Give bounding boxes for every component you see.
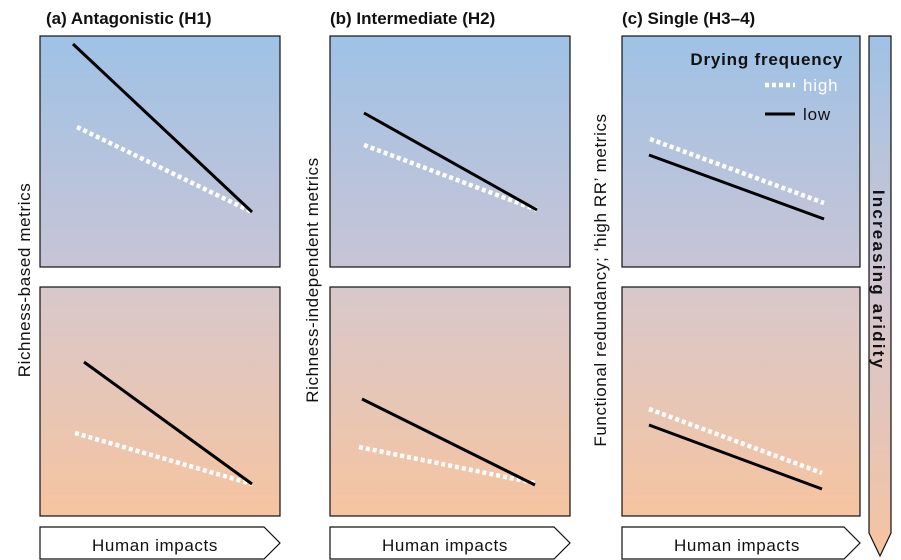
panel-title-c: (c) Single (H3–4): [622, 9, 755, 28]
aridity-label: Increasing aridity: [869, 190, 888, 370]
human-impacts-arrow-b: [329, 526, 571, 560]
panel-title-a: (a) Antagonistic (H1): [46, 9, 212, 28]
line-high-a-bottom: [74, 430, 253, 487]
human-impacts-label-a: Human impacts: [92, 536, 218, 555]
line-low-b-top: [363, 111, 538, 212]
panel-a-top: [39, 35, 281, 268]
human-impacts-arrow-c: [621, 526, 861, 560]
human-impacts-label-b: Human impacts: [382, 536, 508, 555]
human-impacts-arrow-a: [39, 526, 281, 560]
aridity-arrow: [868, 35, 892, 558]
line-low-a-top: [71, 42, 254, 214]
y-label-richness-independent: Richness-independent metrics: [303, 157, 322, 402]
legend-title: Drying frequency: [690, 50, 843, 69]
panel-c-top: [621, 35, 861, 268]
line-high-a-top: [76, 124, 253, 215]
legend-high-label: high: [803, 76, 838, 95]
human-impacts-label-c: Human impacts: [674, 536, 800, 555]
line-high-b-bottom: [358, 444, 536, 486]
panel-a-bottom: [39, 286, 281, 517]
line-low-b-bottom: [361, 397, 536, 487]
line-low-c-bottom: [648, 423, 823, 491]
y-label-richness-based: Richness-based metrics: [15, 183, 34, 378]
line-high-c-bottom: [648, 406, 823, 476]
line-high-c-top: [649, 136, 825, 206]
panel-c-bottom: [621, 286, 861, 517]
line-high-b-top: [363, 142, 538, 213]
line-low-a-bottom: [83, 360, 253, 486]
panel-b-top: [329, 35, 571, 268]
panel-title-b: (b) Intermediate (H2): [330, 9, 495, 28]
legend-low-label: low: [803, 105, 831, 124]
y-label-functional-redundancy: Functional redundancy; ‘high RR’ metrics: [591, 113, 610, 446]
line-low-c-top: [648, 153, 825, 221]
